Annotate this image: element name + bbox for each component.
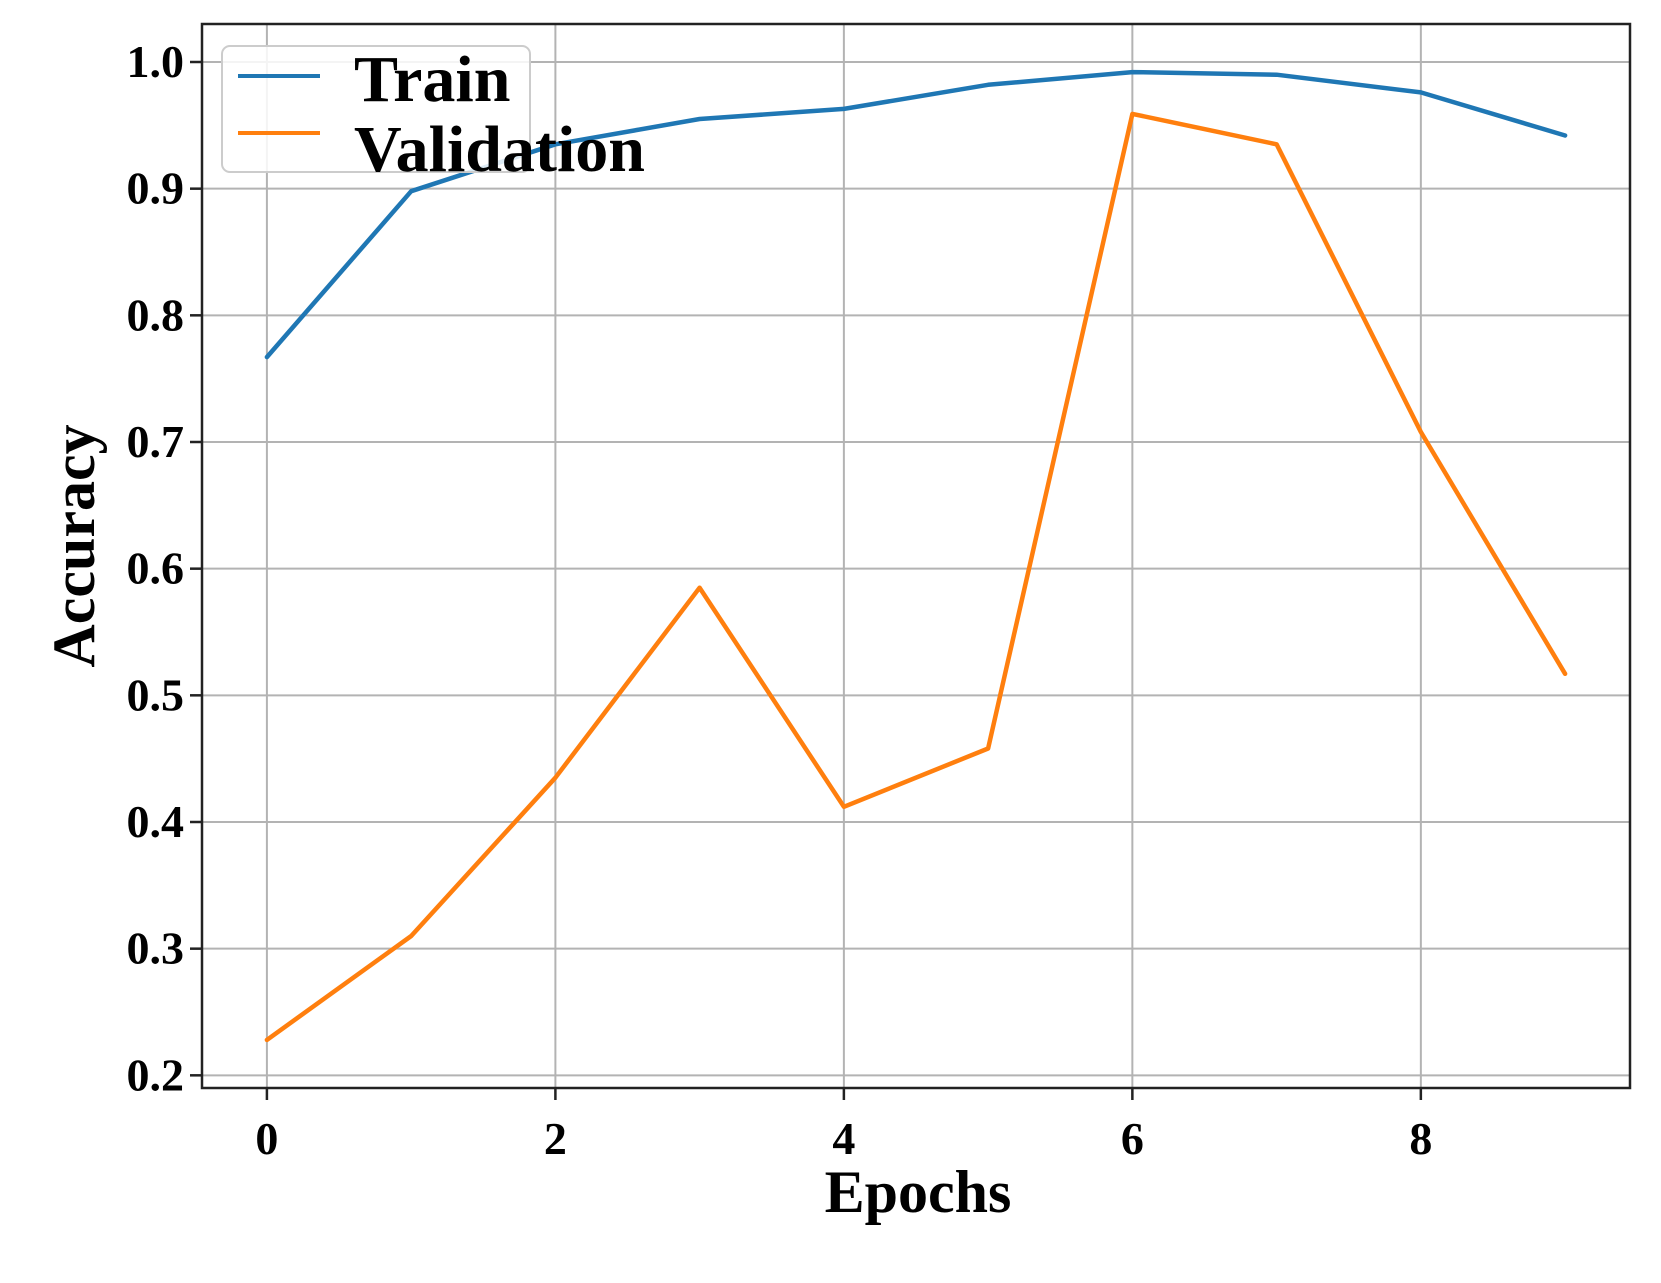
plot-frame bbox=[200, 22, 1632, 1090]
y-tick-label: 0.5 bbox=[127, 669, 185, 720]
legend-label-validation: Validation bbox=[354, 113, 645, 186]
legend-label-train: Train bbox=[354, 43, 510, 116]
x-axis-label: Epochs bbox=[825, 1159, 1012, 1225]
y-tick-label: 1.0 bbox=[127, 36, 185, 87]
y-tick-label: 0.3 bbox=[127, 923, 185, 974]
x-tick-label: 0 bbox=[255, 1113, 278, 1164]
x-tick-labels: 0 2 4 6 8 bbox=[255, 1113, 1432, 1164]
y-tick-label: 0.9 bbox=[127, 163, 185, 214]
series-line-validation bbox=[264, 111, 1568, 1043]
y-tick-label: 0.6 bbox=[127, 543, 185, 594]
y-tick-label: 0.4 bbox=[127, 796, 185, 847]
y-axis-label: Accuracy bbox=[41, 424, 107, 667]
x-tick-label: 4 bbox=[832, 1113, 855, 1164]
axis-ticks bbox=[190, 60, 1423, 1100]
legend: Train Validation bbox=[221, 43, 645, 186]
y-tick-labels: 0.2 0.3 0.4 0.5 0.6 0.7 0.8 0.9 1.0 bbox=[127, 36, 185, 1100]
y-tick-label: 0.7 bbox=[127, 416, 185, 467]
x-tick-label: 2 bbox=[544, 1113, 567, 1164]
grid-lines bbox=[202, 24, 1630, 1088]
y-tick-label: 0.2 bbox=[127, 1049, 185, 1100]
y-tick-label: 0.8 bbox=[127, 289, 185, 340]
x-tick-label: 6 bbox=[1121, 1113, 1144, 1164]
x-tick-label: 8 bbox=[1409, 1113, 1432, 1164]
